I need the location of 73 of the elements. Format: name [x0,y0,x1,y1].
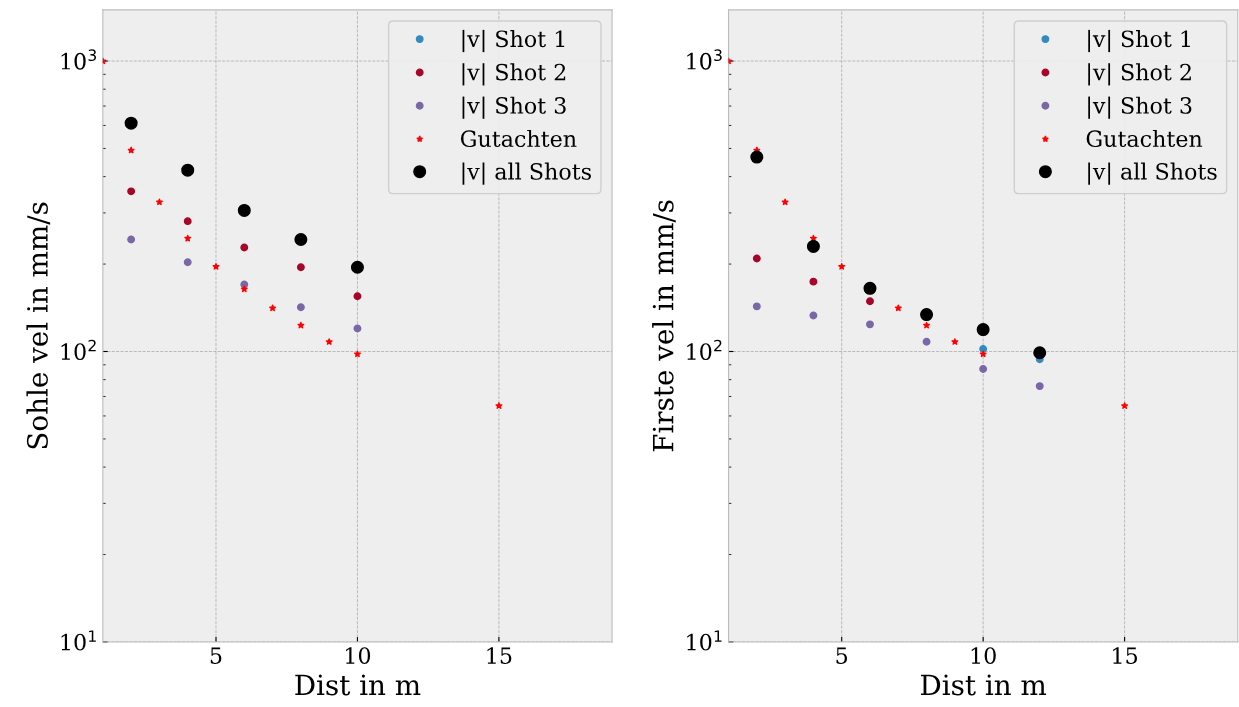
point [920,308,934,322]
point [353,292,362,301]
point [240,285,248,293]
legend-label: |v| all Shots [462,162,591,185]
y-tick-label: 10$^{1}$ [61,630,96,651]
y-tick-label: 10$^{3}$ [687,49,722,70]
legend-label: Gutachten [1086,129,1203,148]
y-tick-label: 10$^{1}$ [687,630,722,651]
point [752,302,761,311]
point [923,321,931,329]
point [979,345,988,353]
x-tick-label: 15 [1113,647,1138,665]
point [495,402,503,409]
point [183,217,192,226]
point [127,187,136,196]
point [183,258,192,267]
point [863,281,877,295]
legend-label: |v| Shot 2 [462,63,566,86]
x-axis-title: Dist in m [295,674,421,696]
point [212,262,220,270]
point [296,303,305,312]
point [750,150,764,164]
point [866,297,874,306]
point [979,350,987,358]
point [184,234,192,242]
legend-label: |v| Shot 3 [462,96,566,119]
point [809,277,818,286]
legend-label: |v| Shot 2 [1088,63,1191,86]
point [781,198,789,206]
y-axis-title: Firste vel in mm/s [652,200,676,452]
legend-label: Gutachten [460,129,577,148]
point [155,198,163,206]
point [353,324,362,333]
point [353,350,361,358]
point [809,311,818,320]
point [1033,346,1047,360]
point [1121,402,1129,409]
x-tick-label: 10 [971,647,996,665]
point [806,239,820,253]
point [297,321,305,329]
point [127,235,136,244]
point [866,320,874,329]
point [1035,382,1044,391]
y-tick-label: 10$^{2}$ [687,339,722,361]
y-tick-label: 10$^{3}$ [61,49,96,70]
point [124,116,138,130]
legend-label: |v| all Shots [1088,162,1217,185]
legend-label: |v| Shot 1 [462,29,565,53]
point [979,365,988,374]
x-tick-label: 5 [210,647,222,665]
point [752,254,761,263]
y-axis-title: Sohle vel in mm/s [26,202,51,449]
point [127,146,135,154]
point [296,263,305,272]
point [237,203,251,217]
point [240,243,249,252]
point [350,260,364,274]
x-tick-label: 15 [487,647,512,665]
point [894,304,902,312]
point [181,163,195,177]
point [976,323,990,337]
point [951,338,959,345]
point [269,304,277,312]
point [922,337,931,346]
legend-label: |v| Shot 1 [1088,29,1190,53]
point [325,338,333,345]
x-tick-label: 10 [346,647,371,665]
x-axis-title: Dist in m [921,674,1047,696]
y-tick-label: 10$^{2}$ [61,339,96,361]
point [838,262,846,270]
point [294,232,308,247]
legend-label: |v| Shot 3 [1088,96,1192,119]
x-tick-label: 5 [836,647,848,665]
